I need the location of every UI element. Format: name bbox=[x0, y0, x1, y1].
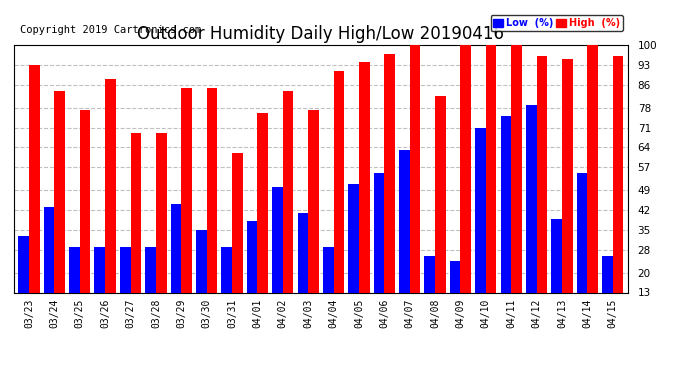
Bar bbox=[511, 45, 522, 330]
Bar bbox=[460, 45, 471, 330]
Bar bbox=[587, 45, 598, 330]
Bar bbox=[424, 255, 435, 330]
Bar bbox=[435, 96, 446, 330]
Bar bbox=[384, 54, 395, 330]
Bar bbox=[399, 150, 410, 330]
Bar bbox=[257, 113, 268, 330]
Bar bbox=[69, 247, 80, 330]
Bar bbox=[297, 213, 308, 330]
Bar bbox=[323, 247, 333, 330]
Bar bbox=[80, 110, 90, 330]
Bar bbox=[562, 59, 573, 330]
Bar bbox=[181, 88, 192, 330]
Bar bbox=[410, 45, 420, 330]
Bar bbox=[221, 247, 232, 330]
Bar bbox=[232, 153, 243, 330]
Text: Copyright 2019 Cartronics.com: Copyright 2019 Cartronics.com bbox=[20, 25, 201, 35]
Bar bbox=[146, 247, 156, 330]
Bar bbox=[130, 133, 141, 330]
Bar bbox=[247, 221, 257, 330]
Bar bbox=[120, 247, 130, 330]
Bar bbox=[475, 128, 486, 330]
Bar bbox=[29, 65, 40, 330]
Bar bbox=[170, 204, 181, 330]
Bar bbox=[283, 90, 293, 330]
Title: Outdoor Humidity Daily High/Low 20190416: Outdoor Humidity Daily High/Low 20190416 bbox=[137, 26, 504, 44]
Bar bbox=[577, 173, 587, 330]
Bar bbox=[500, 116, 511, 330]
Bar bbox=[450, 261, 460, 330]
Bar bbox=[95, 247, 105, 330]
Bar bbox=[613, 56, 623, 330]
Bar bbox=[105, 79, 116, 330]
Bar bbox=[526, 105, 537, 330]
Bar bbox=[333, 70, 344, 330]
Bar bbox=[551, 219, 562, 330]
Bar bbox=[486, 45, 496, 330]
Legend: Low  (%), High  (%): Low (%), High (%) bbox=[491, 15, 623, 31]
Bar bbox=[272, 187, 283, 330]
Bar bbox=[156, 133, 166, 330]
Bar bbox=[196, 230, 207, 330]
Bar bbox=[207, 88, 217, 330]
Bar bbox=[55, 90, 65, 330]
Bar bbox=[308, 110, 319, 330]
Bar bbox=[359, 62, 370, 330]
Bar bbox=[348, 184, 359, 330]
Bar bbox=[602, 255, 613, 330]
Bar bbox=[43, 207, 55, 330]
Bar bbox=[373, 173, 384, 330]
Bar bbox=[537, 56, 547, 330]
Bar bbox=[19, 236, 29, 330]
